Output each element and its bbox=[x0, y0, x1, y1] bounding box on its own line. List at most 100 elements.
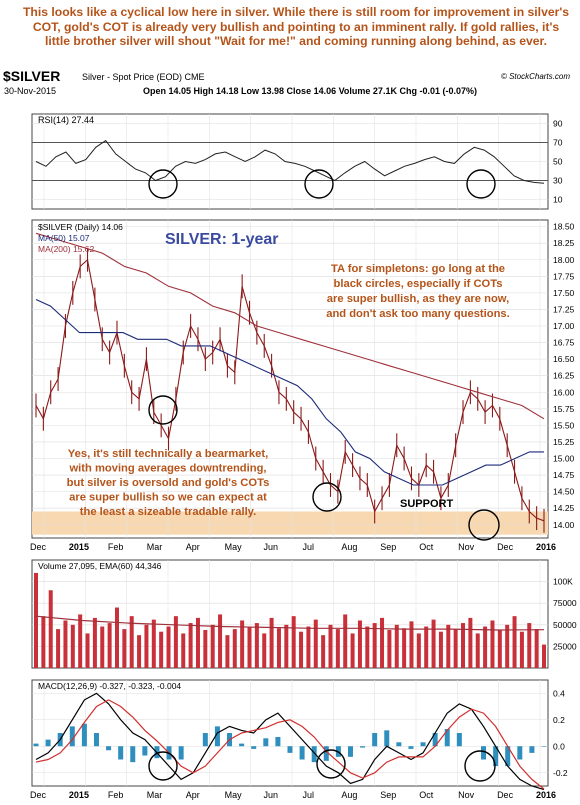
volume-bar bbox=[254, 623, 259, 668]
macd-histogram-bar bbox=[299, 746, 305, 760]
macd-histogram-bar bbox=[505, 746, 511, 767]
volume-bar bbox=[218, 614, 223, 668]
volume-bar bbox=[34, 572, 38, 668]
macd-histogram-bar bbox=[420, 742, 426, 747]
macd-tick-label: 0.2 bbox=[553, 715, 565, 725]
price-tick-label: 17.50 bbox=[553, 288, 575, 298]
price-tick-label: 16.25 bbox=[553, 371, 575, 381]
price-x-tick-label: Feb bbox=[108, 542, 124, 552]
volume-bar bbox=[394, 624, 399, 668]
left-annotation-line: are super bullish so we can expect at bbox=[69, 492, 267, 504]
volume-bar bbox=[144, 624, 149, 668]
macd-x-tick-label: Dec bbox=[497, 790, 514, 800]
volume-bar bbox=[431, 619, 436, 668]
volume-bar bbox=[269, 617, 274, 668]
macd-histogram-bar bbox=[311, 746, 317, 763]
volume-bar bbox=[70, 624, 75, 668]
volume-bar bbox=[512, 616, 517, 668]
price-x-tick-label: 2015 bbox=[69, 542, 89, 552]
price-tick-label: 18.00 bbox=[553, 255, 575, 265]
header-symbol: $SILVER bbox=[3, 68, 61, 84]
volume-bar bbox=[232, 629, 237, 668]
price-x-tick-label: Jul bbox=[302, 542, 314, 552]
support-label: SUPPORT bbox=[400, 498, 453, 510]
volume-bar bbox=[475, 633, 480, 668]
ma200-line bbox=[35, 232, 545, 420]
volume-bar bbox=[335, 629, 340, 668]
price-buy-circle bbox=[468, 509, 500, 541]
volume-bar bbox=[114, 607, 119, 668]
macd-histogram-bar bbox=[130, 746, 136, 763]
price-buy-circle bbox=[148, 395, 178, 425]
rsi-buy-circle bbox=[304, 169, 334, 199]
volume-bar bbox=[519, 631, 524, 668]
volume-bar bbox=[365, 626, 370, 668]
header-ohlc: Open 14.05 High 14.18 Low 13.98 Close 14… bbox=[143, 86, 477, 96]
right-annotation-line: TA for simpletons: go long at the bbox=[331, 263, 505, 275]
volume-bar bbox=[137, 635, 142, 668]
volume-bar bbox=[328, 624, 333, 668]
price-x-tick-label: Dec bbox=[30, 542, 47, 552]
volume-bar bbox=[63, 620, 68, 668]
macd-x-tick-label: Apr bbox=[186, 790, 200, 800]
price-line bbox=[35, 258, 545, 522]
macd-x-tick-label: Sep bbox=[380, 790, 396, 800]
macd-x-tick-label: Oct bbox=[419, 790, 434, 800]
price-tick-label: 14.00 bbox=[553, 520, 575, 530]
volume-bar bbox=[240, 620, 245, 668]
price-tick-label: 18.25 bbox=[553, 238, 575, 248]
volume-bar bbox=[402, 628, 407, 668]
macd-x-tick-label: Jul bbox=[302, 790, 314, 800]
macd-panel bbox=[31, 679, 549, 787]
volume-bar bbox=[497, 629, 502, 668]
price-x-tick-label: May bbox=[225, 542, 243, 552]
volume-bar bbox=[85, 633, 90, 668]
volume-bar bbox=[166, 626, 171, 668]
volume-bar bbox=[56, 629, 61, 668]
macd-signal-line bbox=[35, 699, 545, 790]
volume-tick-label: 50000 bbox=[553, 620, 577, 630]
rsi-buy-circle bbox=[148, 169, 178, 199]
volume-tick-label: 25000 bbox=[553, 641, 577, 651]
price-x-tick-label: Aug bbox=[341, 542, 357, 552]
volume-bar bbox=[276, 628, 281, 668]
macd-histogram-bar bbox=[93, 733, 99, 747]
volume-bar bbox=[446, 624, 451, 668]
volume-tick-label: 75000 bbox=[553, 598, 577, 608]
macd-histogram-bar bbox=[178, 746, 184, 760]
price-tick-label: 16.00 bbox=[553, 387, 575, 397]
rsi-tick-label: 70 bbox=[553, 138, 563, 148]
left-annotation-line: but silver is oversold and gold's COTs bbox=[67, 477, 270, 489]
price-tick-label: 17.75 bbox=[553, 271, 575, 281]
volume-tick-label: 100K bbox=[553, 577, 573, 587]
macd-histogram-bar bbox=[396, 742, 402, 747]
volume-bar bbox=[483, 626, 488, 668]
price-legend-entry: MA(200) 15.62 bbox=[38, 244, 94, 254]
header-copyright: © StockCharts.com bbox=[500, 72, 570, 81]
macd-histogram-bar bbox=[33, 743, 39, 747]
macd-histogram-bar bbox=[69, 726, 75, 747]
macd-x-tick-label: 2016 bbox=[536, 790, 556, 800]
volume-bar bbox=[343, 614, 348, 668]
support-band bbox=[32, 511, 548, 535]
macd-tick-label: 0.4 bbox=[553, 688, 565, 698]
macd-x-tick-label: Jun bbox=[264, 790, 279, 800]
volume-bar bbox=[534, 629, 539, 668]
price-tick-label: 18.50 bbox=[553, 222, 575, 232]
chart-labels: 10 30 50 70 90 RSI(14) 27.44 14.00 14.25 14.50 14… bbox=[30, 115, 577, 800]
volume-bar bbox=[409, 621, 414, 668]
volume-ema-line bbox=[35, 615, 545, 631]
price-x-tick-label: Jun bbox=[264, 542, 279, 552]
macd-histogram-bar bbox=[481, 746, 487, 760]
price-x-tick-label: Dec bbox=[497, 542, 514, 552]
volume-bar bbox=[542, 644, 546, 668]
macd-histogram-bar bbox=[275, 736, 281, 747]
volume-bar bbox=[262, 633, 267, 668]
price-x-tick-label: Oct bbox=[419, 542, 434, 552]
macd-buy-circle bbox=[464, 750, 496, 782]
right-annotation-line: and don't ask too many questions. bbox=[326, 308, 510, 320]
macd-x-tick-label: Mar bbox=[147, 790, 163, 800]
volume-bar bbox=[203, 629, 208, 668]
macd-histogram-bar bbox=[214, 726, 220, 747]
volume-bar bbox=[438, 631, 443, 668]
